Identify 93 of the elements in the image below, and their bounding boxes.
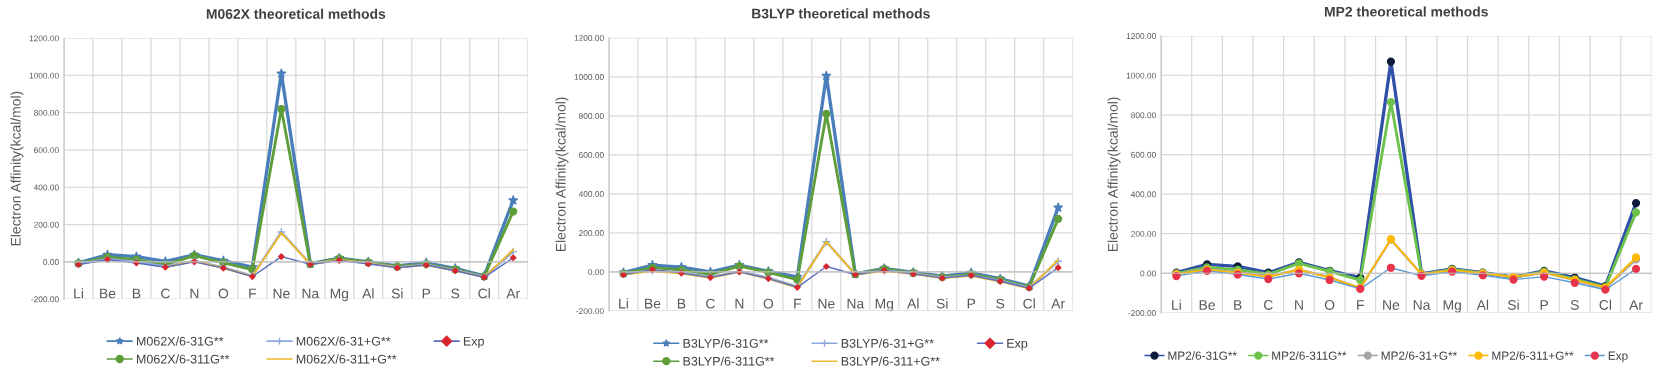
- x-tick-label: S: [451, 288, 460, 299]
- x-tick-label: S: [1570, 300, 1579, 310]
- x-tick-label: P: [1540, 300, 1549, 310]
- y-tick-label: 1000.00: [29, 72, 59, 79]
- x-tick-label: S: [996, 298, 1005, 309]
- x-tick-label: Cl: [1599, 299, 1612, 310]
- y-tick-label: 400.00: [1130, 191, 1156, 198]
- y-tick-label: 400.00: [33, 184, 59, 191]
- x-tick-label: Li: [74, 288, 83, 299]
- x-tick-label: Al: [362, 288, 374, 299]
- legend-label: M062X/6-31+G**: [296, 336, 391, 346]
- legend-label: MP2/6-311+G**: [1492, 351, 1574, 360]
- x-tick-label: Ar: [506, 288, 520, 299]
- y-tick-label: 1200.00: [1126, 33, 1156, 40]
- x-tick-label: Ne: [1383, 300, 1400, 310]
- y-tick-label: 600.00: [579, 152, 604, 158]
- y-tick-label: 1000.00: [574, 74, 604, 80]
- chart-title: B3LYP theoretical methods: [752, 8, 930, 19]
- legend-label: MP2/6-311G**: [1272, 351, 1347, 360]
- legend-label: MP2/6-31G**: [1168, 351, 1237, 360]
- legend-label: Exp: [1007, 339, 1028, 351]
- y-tick-label: -200.00: [1128, 310, 1156, 316]
- y-axis-title: Electron Affinity(kcal/mol): [10, 91, 24, 246]
- x-tick-label: Na: [1413, 300, 1431, 310]
- x-tick-label: B: [1234, 300, 1242, 310]
- x-tick-label: C: [161, 288, 170, 299]
- y-axis-title: Electron Affinity(kcal/mol): [555, 97, 569, 252]
- y-tick-label: 600.00: [34, 147, 59, 154]
- y-tick-label: -200.00: [576, 308, 604, 315]
- x-tick-label: Be: [645, 298, 661, 309]
- x-tick-label: B: [677, 298, 686, 309]
- x-tick-label: B: [132, 288, 141, 299]
- legend-label: MP2/6-31+G**: [1381, 351, 1458, 360]
- chart-title: MP2 theoretical methods: [1324, 6, 1488, 17]
- y-tick-label: 800.00: [34, 109, 59, 116]
- x-tick-label: P: [967, 298, 976, 309]
- y-tick-label: 0.00: [43, 259, 59, 265]
- x-tick-label: Cl: [478, 288, 490, 299]
- x-tick-label: Be: [100, 288, 116, 299]
- x-tick-label: O: [763, 298, 774, 309]
- x-tick-label: N: [1295, 300, 1303, 310]
- legend-label: Exp: [463, 336, 484, 349]
- x-tick-label: Be: [1199, 300, 1215, 310]
- x-tick-label: F: [249, 288, 257, 299]
- legend-label: B3LYP/6-311G**: [683, 356, 775, 366]
- y-tick-label: 1200.00: [574, 35, 604, 41]
- y-tick-label: -200.00: [31, 296, 59, 303]
- x-tick-label: Ne: [273, 288, 290, 299]
- x-tick-label: Si: [936, 298, 948, 309]
- x-tick-label: Li: [1172, 299, 1181, 310]
- x-tick-label: Si: [391, 288, 403, 299]
- y-tick-label: 200.00: [1131, 230, 1156, 237]
- x-tick-label: Ar: [1051, 298, 1065, 309]
- legend-label: Exp: [1608, 351, 1628, 363]
- legend-label: B3LYP/6-311+G**: [841, 356, 940, 366]
- y-tick-label: 200.00: [34, 221, 59, 228]
- x-tick-label: C: [706, 298, 715, 309]
- y-tick-label: 800.00: [578, 113, 604, 119]
- x-tick-label: Mg: [875, 298, 894, 312]
- x-tick-label: Mg: [1443, 300, 1461, 313]
- x-tick-label: Cl: [1023, 298, 1035, 309]
- y-tick-label: 200.00: [579, 230, 604, 237]
- x-tick-label: O: [218, 288, 229, 299]
- y-tick-label: 600.00: [1131, 151, 1156, 158]
- x-tick-label: F: [794, 298, 802, 309]
- legend-label: M062X/6-311+G**: [296, 354, 397, 364]
- x-tick-label: Na: [847, 298, 865, 309]
- x-tick-label: Al: [1476, 299, 1489, 310]
- x-tick-label: Mg: [330, 288, 349, 302]
- y-tick-label: 1200.00: [29, 35, 59, 42]
- y-tick-label: 800.00: [1131, 112, 1156, 119]
- x-tick-label: F: [1357, 300, 1364, 310]
- chart-title: M062X theoretical methods: [206, 8, 386, 19]
- x-tick-label: Al: [907, 298, 919, 309]
- legend-label: M062X/6-31G**: [136, 336, 224, 346]
- legend-label: B3LYP/6-31+G**: [841, 338, 934, 348]
- x-tick-label: Ar: [1629, 300, 1643, 310]
- y-tick-label: 0.00: [1140, 270, 1156, 277]
- legend-label: B3LYP/6-31G**: [683, 338, 769, 348]
- x-tick-label: P: [422, 288, 431, 299]
- x-tick-label: N: [735, 298, 744, 309]
- y-tick-label: 400.00: [578, 191, 604, 197]
- x-tick-label: N: [190, 288, 199, 299]
- x-tick-label: Na: [302, 288, 320, 299]
- x-tick-label: O: [1324, 300, 1335, 310]
- x-tick-label: Ne: [818, 298, 835, 309]
- x-tick-label: Si: [1507, 299, 1519, 310]
- x-tick-label: Li: [619, 298, 628, 309]
- legend-label: M062X/6-311G**: [136, 354, 230, 364]
- y-tick-label: 1000.00: [1126, 72, 1156, 79]
- y-axis-title: Electron Affinity(kcal/mol): [1107, 97, 1121, 252]
- x-tick-label: C: [1264, 300, 1273, 310]
- y-tick-label: 0.00: [588, 269, 604, 276]
